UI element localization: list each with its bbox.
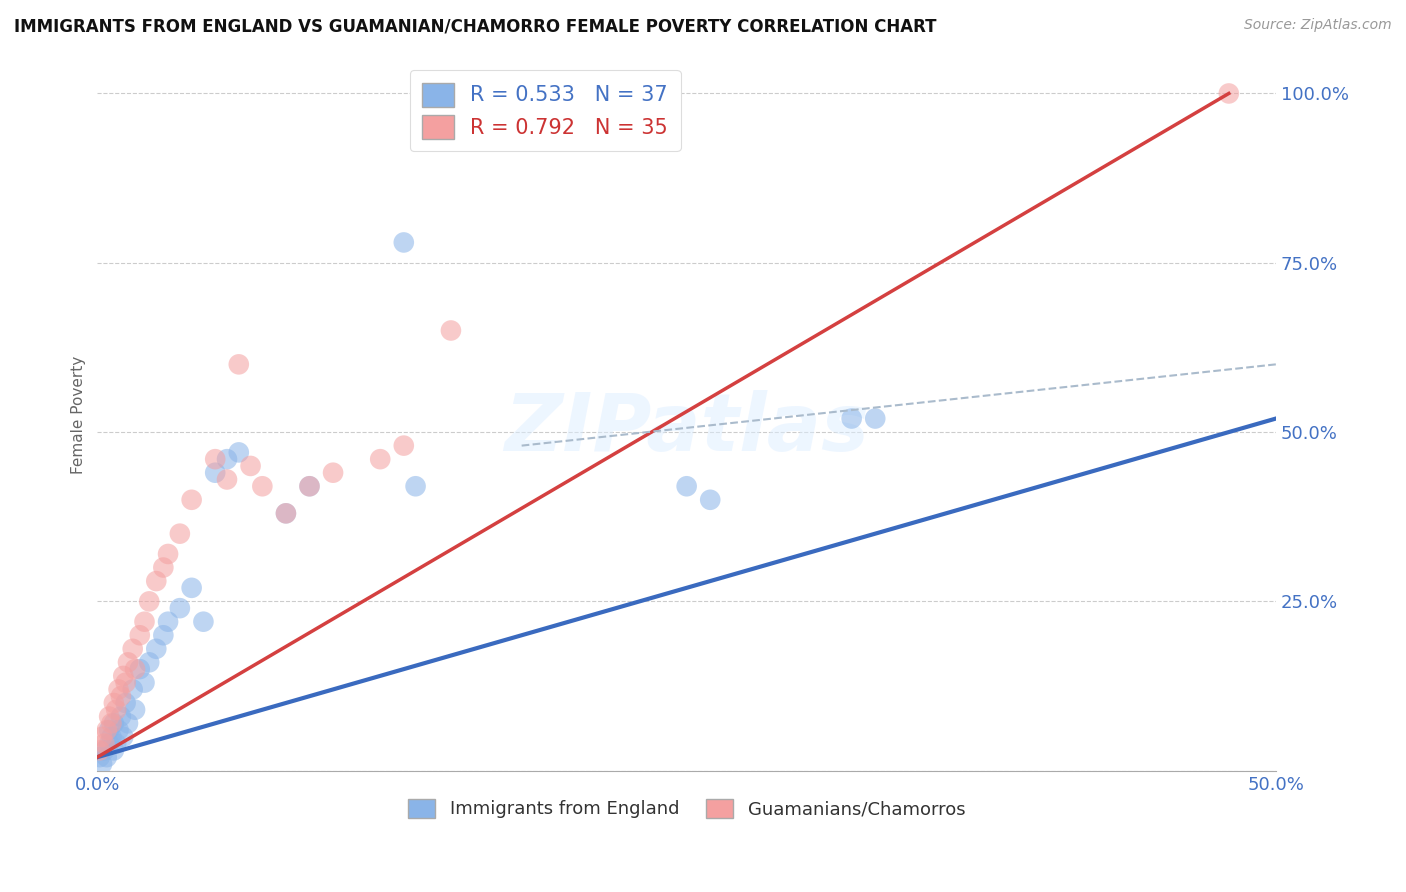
Point [180, 492, 202, 507]
Point [110, 689, 132, 703]
Point [112, 669, 135, 683]
Point [298, 479, 321, 493]
Point [117, 716, 139, 731]
Point [98, 737, 121, 751]
Point [96, 723, 118, 737]
Point [239, 458, 262, 473]
Point [157, 547, 180, 561]
Point [368, 452, 391, 467]
Point [121, 682, 143, 697]
Text: IMMIGRANTS FROM ENGLAND VS GUAMANIAN/CHAMORRO FEMALE POVERTY CORRELATION CHART: IMMIGRANTS FROM ENGLAND VS GUAMANIAN/CHA… [14, 18, 936, 36]
Point [863, 411, 886, 425]
Point [98, 723, 121, 737]
Point [204, 452, 226, 467]
Point [114, 696, 136, 710]
Point [392, 235, 415, 250]
Point [103, 716, 125, 731]
Point [107, 723, 129, 737]
Point [96, 750, 118, 764]
Point [91, 756, 114, 771]
Point [841, 411, 863, 425]
Point [93, 743, 115, 757]
Point [124, 703, 146, 717]
Point [169, 526, 191, 541]
Point [89, 743, 111, 757]
Point [107, 682, 129, 697]
Point [152, 628, 174, 642]
Point [114, 675, 136, 690]
Point [100, 716, 122, 731]
Point [89, 750, 111, 764]
Text: Source: ZipAtlas.com: Source: ZipAtlas.com [1244, 18, 1392, 32]
Point [121, 641, 143, 656]
Point [100, 730, 122, 744]
Point [215, 473, 238, 487]
Point [124, 662, 146, 676]
Y-axis label: Female Poverty: Female Poverty [72, 356, 86, 475]
Point [103, 696, 125, 710]
Point [98, 709, 121, 723]
Point [215, 452, 238, 467]
Point [274, 506, 297, 520]
Point [117, 656, 139, 670]
Point [252, 479, 274, 493]
Point [228, 357, 250, 371]
Point [134, 675, 156, 690]
Point [145, 574, 167, 588]
Point [392, 439, 415, 453]
Point [405, 479, 427, 493]
Point [274, 506, 297, 520]
Point [204, 466, 226, 480]
Legend: Immigrants from England, Guamanians/Chamorros: Immigrants from England, Guamanians/Cham… [401, 792, 973, 826]
Point [1218, 87, 1240, 101]
Point [180, 581, 202, 595]
Point [138, 594, 160, 608]
Point [298, 479, 321, 493]
Point [103, 743, 125, 757]
Point [145, 641, 167, 656]
Point [675, 479, 697, 493]
Point [105, 737, 128, 751]
Point [112, 730, 135, 744]
Point [699, 492, 721, 507]
Point [91, 730, 114, 744]
Point [169, 601, 191, 615]
Point [157, 615, 180, 629]
Point [128, 628, 150, 642]
Point [440, 324, 463, 338]
Point [138, 656, 160, 670]
Point [110, 709, 132, 723]
Point [93, 737, 115, 751]
Point [134, 615, 156, 629]
Text: ZIPatlas: ZIPatlas [505, 391, 869, 468]
Point [128, 662, 150, 676]
Point [228, 445, 250, 459]
Point [152, 560, 174, 574]
Point [193, 615, 215, 629]
Point [105, 703, 128, 717]
Point [322, 466, 344, 480]
